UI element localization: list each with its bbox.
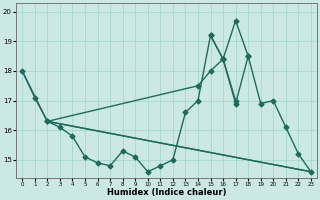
X-axis label: Humidex (Indice chaleur): Humidex (Indice chaleur) <box>107 188 226 197</box>
